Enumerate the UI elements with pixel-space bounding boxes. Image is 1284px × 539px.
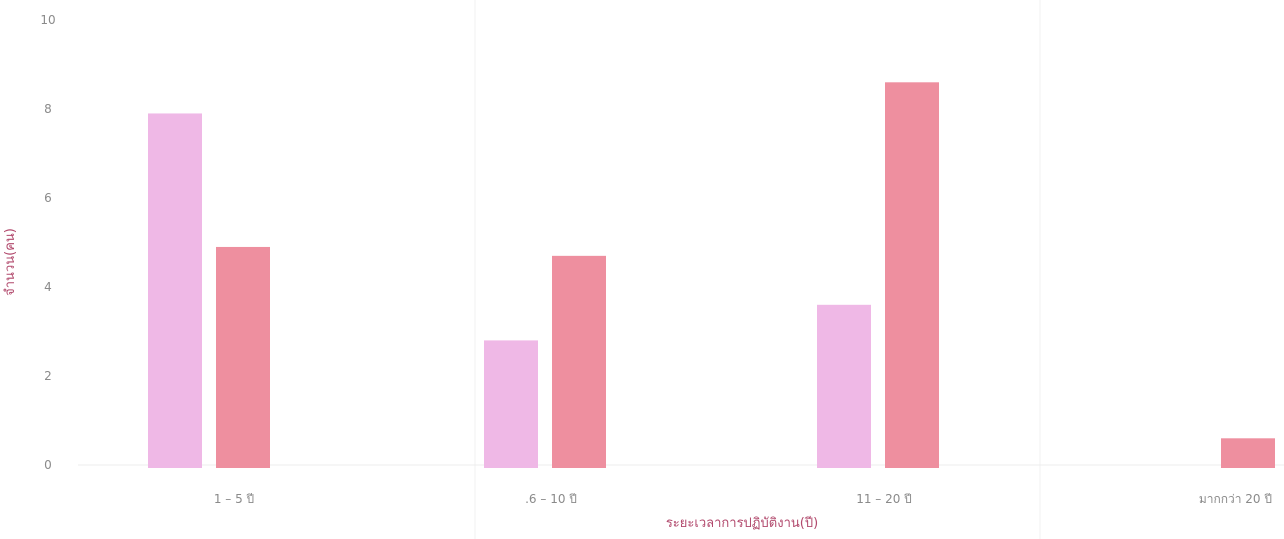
y-tick-label: 6	[44, 191, 52, 205]
bar-series2-cat1	[216, 246, 270, 468]
y-tick-label: 4	[44, 280, 52, 294]
y-tick-label: 0	[44, 458, 52, 472]
bar-series1-cat1	[148, 113, 202, 468]
bar-series2-cat4	[1221, 438, 1275, 468]
x-axis-title: ระยะเวลาการปฏิบัติงาน(ปี)	[666, 515, 818, 531]
y-axis-title: จำนวน(คน)	[3, 228, 18, 296]
bar-group	[148, 82, 1275, 469]
x-tick-label: 11 – 20 ปี	[856, 492, 912, 506]
x-tick-label: มากกว่า 20 ปี	[1199, 492, 1272, 506]
vertical-gridlines	[474, 0, 1041, 539]
bar-series2-cat3	[885, 82, 939, 469]
bar-series1-cat2	[484, 340, 538, 468]
bar-series2-cat2	[552, 255, 606, 468]
y-axis-ticks: 0 2 4 6 8 10	[40, 13, 55, 472]
x-axis-ticks: 1 – 5 ปี .6 – 10 ปี 11 – 20 ปี มากกว่า 20 ป…	[214, 492, 1272, 506]
bar-series1-cat3	[817, 304, 871, 468]
y-tick-label: 10	[40, 13, 55, 27]
y-tick-label: 8	[44, 102, 52, 116]
y-tick-label: 2	[44, 369, 52, 383]
x-tick-label: .6 – 10 ปี	[525, 492, 577, 506]
x-tick-label: 1 – 5 ปี	[214, 492, 254, 506]
